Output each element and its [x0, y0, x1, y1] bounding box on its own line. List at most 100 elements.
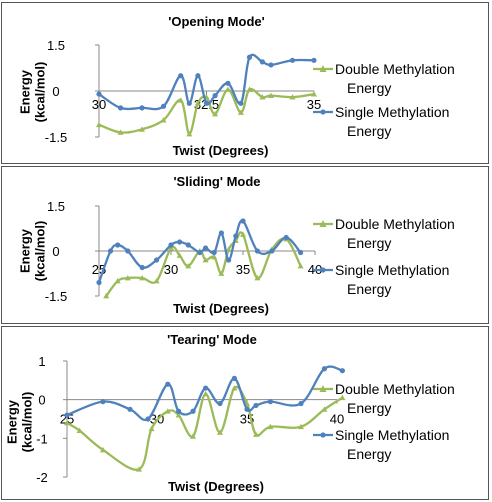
double-methylation-point — [339, 394, 346, 401]
single-methylation-point — [107, 248, 114, 254]
double-methylation-point — [96, 121, 102, 128]
single-methylation-point — [96, 91, 102, 97]
legend-label: Double Methylation — [335, 381, 455, 397]
double-methylation-point — [225, 246, 232, 252]
single-methylation-point — [231, 375, 237, 381]
double-methylation-point — [211, 254, 218, 260]
legend-label-continued: Energy — [347, 400, 391, 416]
double-methylation-point — [64, 419, 70, 426]
double-methylation-point — [253, 431, 259, 437]
y-axis-label-line: (kcal/mol) — [33, 221, 48, 282]
legend-label: Double Methylation — [335, 216, 455, 232]
double-methylation-point — [175, 412, 182, 418]
double-methylation-point — [254, 275, 261, 281]
single-methylation-point — [195, 73, 201, 79]
single-methylation-point — [197, 249, 203, 256]
single-methylation-point — [117, 105, 124, 111]
y-axis-label-line: Energy — [18, 69, 33, 114]
y-axis-label-line: (kcal/mol) — [33, 62, 48, 123]
single-methylation-point — [64, 412, 70, 418]
single-methylation-point — [244, 406, 250, 412]
chart-title: 'Sliding' Mode — [173, 174, 260, 189]
legend-swatch-marker — [320, 432, 326, 438]
double-methylation-point — [190, 433, 196, 439]
double-methylation-point — [268, 92, 274, 98]
single-methylation-point — [127, 406, 133, 412]
legend-swatch-marker — [320, 109, 326, 115]
legend-label: Single Methylation — [335, 104, 449, 120]
single-methylation-point — [145, 416, 151, 422]
double-methylation-point — [298, 423, 304, 430]
double-methylation-point — [76, 427, 83, 433]
single-methylation-point — [253, 402, 259, 409]
double-methylation-point — [237, 109, 244, 115]
double-methylation-point — [202, 257, 209, 263]
double-methylation-point — [103, 293, 110, 299]
chart-title: 'Opening Mode' — [168, 14, 264, 29]
double-methylation-point — [124, 275, 131, 281]
y-tick-label: 0 — [52, 244, 59, 259]
double-methylation-line — [105, 231, 302, 297]
single-methylation-point — [339, 368, 345, 374]
double-methylation-point — [259, 94, 266, 100]
single-methylation-point — [203, 385, 209, 391]
single-methylation-point — [203, 100, 210, 106]
single-methylation-point — [240, 218, 246, 224]
single-methylation-point — [233, 233, 239, 239]
double-methylation-point — [311, 91, 317, 97]
double-methylation-point — [117, 129, 124, 135]
single-methylation-point — [125, 248, 131, 254]
single-methylation-point — [321, 366, 327, 372]
double-methylation-point — [168, 245, 174, 251]
single-methylation-point — [165, 381, 171, 387]
double-methylation-point — [194, 100, 201, 106]
single-methylation-point — [168, 242, 174, 248]
opening-mode-chart: 'Opening Mode'1.50-1.53032.535Twist (Deg… — [18, 14, 455, 158]
legend-label-continued: Energy — [347, 446, 391, 462]
single-methylation-point — [115, 242, 121, 248]
double-methylation-point — [177, 97, 184, 103]
single-methylation-point — [186, 100, 192, 106]
double-methylation-point — [321, 406, 328, 412]
double-methylation-point — [297, 263, 304, 269]
x-axis-label: Twist (Degrees) — [173, 301, 269, 316]
single-methylation-point — [178, 73, 184, 79]
single-methylation-point — [96, 279, 102, 286]
y-tick-label: 0 — [52, 84, 59, 99]
y-axis-label-line: (kcal/mol) — [20, 392, 35, 453]
single-methylation-point — [283, 234, 289, 241]
x-axis-label: Twist (Degrees) — [173, 143, 269, 158]
single-methylation-point — [100, 399, 106, 405]
x-tick-label: 35 — [236, 262, 250, 277]
legend-label-continued: Energy — [347, 281, 391, 297]
double-methylation-line — [98, 87, 315, 136]
single-methylation-point — [212, 93, 218, 99]
double-methylation-point — [186, 130, 193, 137]
single-methylation-point — [211, 249, 217, 256]
y-tick-label: -1.5 — [45, 289, 67, 304]
y-axis-label-line: Energy — [18, 228, 33, 273]
single-methylation-point — [311, 57, 317, 63]
single-methylation-point — [160, 103, 167, 109]
y-axis-label: Energy(kcal/mol) — [5, 392, 35, 453]
single-methylation-point — [259, 59, 265, 65]
chart-title: 'Tearing' Mode — [167, 332, 257, 347]
single-methylation-point — [176, 408, 182, 414]
double-methylation-point — [114, 278, 121, 284]
double-methylation-point — [185, 263, 192, 269]
legend-swatch-marker — [319, 65, 327, 72]
double-methylation-point — [202, 390, 209, 397]
legend-label: Double Methylation — [335, 61, 455, 77]
y-axis-label-line: Energy — [5, 399, 20, 444]
single-methylation-point — [225, 80, 231, 86]
x-tick-label: 35 — [307, 97, 321, 112]
single-methylation-point — [139, 264, 145, 271]
tearing-mode-chart-panel: 'Tearing' Mode 1 0 -1 -2 25 30 35 40 Twist (Degre… — [1, 326, 489, 500]
legend-swatch-marker — [319, 220, 327, 227]
y-tick-label: 1.5 — [47, 199, 65, 214]
single-methylation-point — [289, 57, 296, 63]
x-axis-label: Twist (Degrees) — [168, 479, 264, 494]
opening-mode-chart-panel: 'Opening Mode'1.50-1.53032.535Twist (Deg… — [1, 2, 489, 164]
legend-swatch-marker — [320, 267, 326, 273]
